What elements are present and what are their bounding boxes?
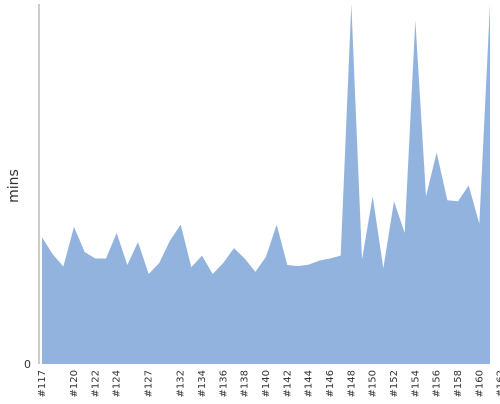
x-tick-label: #132 xyxy=(176,370,187,397)
series-area xyxy=(42,4,490,364)
plot-area xyxy=(42,4,490,364)
x-tick-label: #120 xyxy=(69,370,80,397)
x-tick-label: #136 xyxy=(218,370,229,397)
x-tick-label: #158 xyxy=(453,370,464,397)
x-tick-label: #134 xyxy=(197,370,208,397)
x-tick-label: #154 xyxy=(410,370,421,397)
x-tick-label: #117 xyxy=(37,370,48,397)
x-axis-ticks: #117 #120 #122 #124 #127 #132 #134 #136 #138 #140… xyxy=(37,370,500,397)
x-tick-label: #150 xyxy=(368,370,379,397)
x-tick-label: #138 xyxy=(240,370,251,397)
x-tick-label: #148 xyxy=(346,370,357,397)
x-tick-label: #127 xyxy=(144,370,155,397)
x-tick-label: #124 xyxy=(112,370,123,397)
x-tick-label: #146 xyxy=(325,370,336,397)
y-tick-label: 0 xyxy=(24,358,31,371)
y-axis-label: mins xyxy=(6,169,22,203)
x-tick-label: #144 xyxy=(304,370,315,397)
x-tick-label: #162 xyxy=(496,370,500,397)
x-tick-label: #140 xyxy=(261,370,272,397)
x-tick-label: #122 xyxy=(90,370,101,397)
x-tick-label: #152 xyxy=(389,370,400,397)
x-tick-label: #156 xyxy=(432,370,443,397)
x-tick-label: #160 xyxy=(474,370,485,397)
x-tick-label: #142 xyxy=(282,370,293,397)
